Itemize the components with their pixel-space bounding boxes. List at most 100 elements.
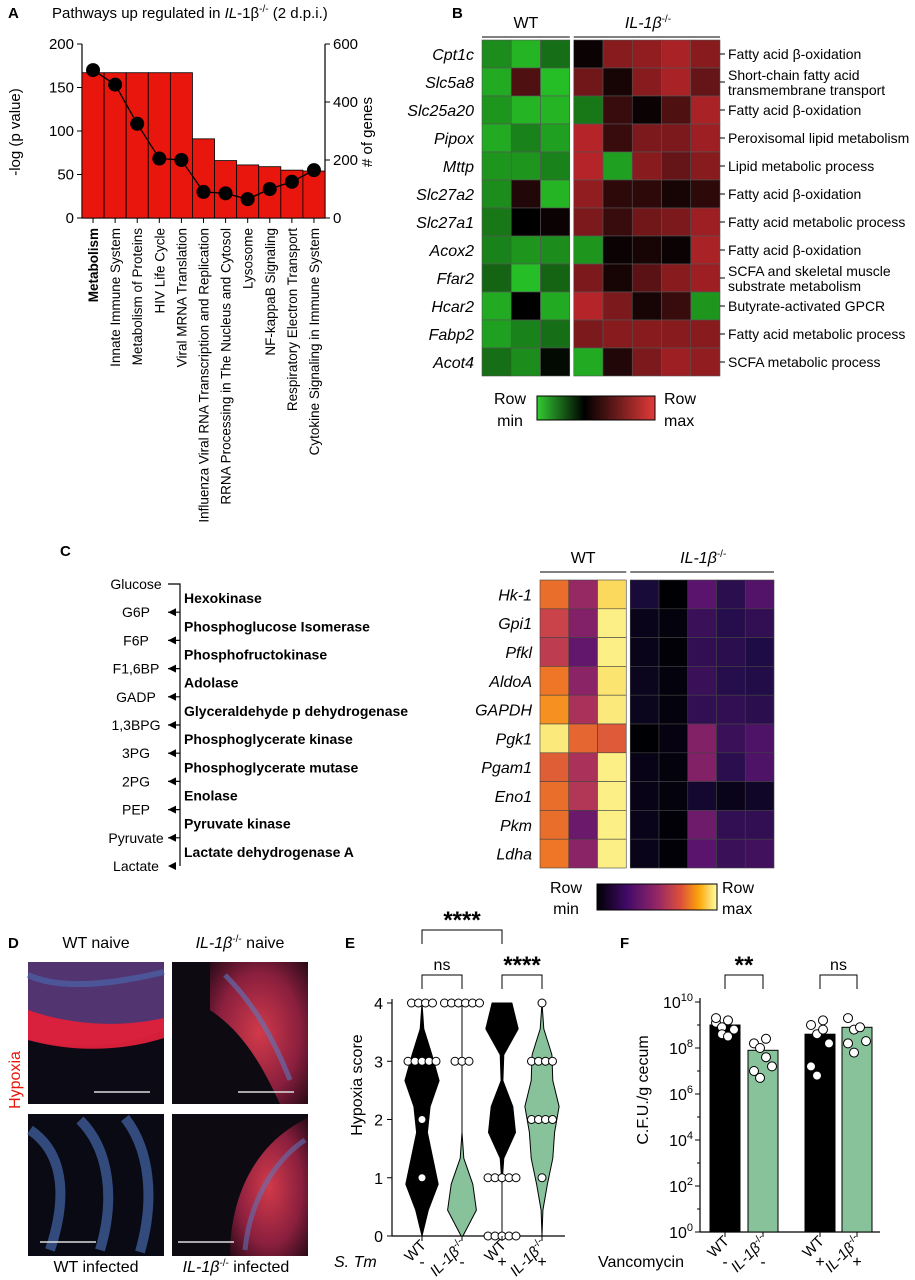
panel-c-heatmap-cell xyxy=(568,694,598,725)
micrograph-wt-naive xyxy=(26,962,165,1104)
panel-b-legend: Row min Row max xyxy=(494,391,696,430)
panel-c-metabolite: G6P xyxy=(122,604,150,620)
panel-f-point xyxy=(755,1043,765,1053)
panel-e-category-label: WT xyxy=(401,1237,430,1266)
panel-a-bar xyxy=(103,72,127,219)
panel-e-violin xyxy=(485,1002,519,1237)
panel-b-annotation: SCFA metabolic process xyxy=(728,354,881,370)
panel-d-label-ko-infected: IL-1β-/- infected xyxy=(183,1258,290,1276)
panel-b-heatmap-cell xyxy=(573,263,604,293)
panel-c-heatmap-cell xyxy=(568,637,598,667)
panel-a-bar xyxy=(125,72,149,219)
panel-c-heatmap-cell xyxy=(597,637,627,667)
panel-c-heatmap-cell xyxy=(568,723,598,754)
panel-c-metabolite: 1,3BPG xyxy=(111,717,160,733)
panel-c-heatmap-cell xyxy=(629,752,660,782)
panel-b-heatmap-cell xyxy=(661,319,692,349)
panel-a-bars xyxy=(81,72,326,223)
panel-b-heatmap-cell xyxy=(631,39,662,69)
panel-c: Glucose G6P F6P F1,6BP GADP 1,3BPG 3PG 2PG PEP Py… xyxy=(108,549,775,918)
panel-b-heatmap-cell xyxy=(602,347,633,377)
panel-b-heatmap-cell xyxy=(510,67,541,97)
panel-b-heatmap-cell xyxy=(573,347,604,377)
panel-e-points xyxy=(403,998,557,1241)
panel-c-heatmap-cell xyxy=(744,810,775,840)
panel-c-row-label: Pgk1 xyxy=(496,731,532,748)
panel-a-category-label: HIV Life Cycle xyxy=(152,228,167,314)
panel-b-annotation: Fatty acid metabolic process xyxy=(728,214,905,230)
panel-a-y2tick-label: 200 xyxy=(333,152,358,169)
panel-c-heatmap-cell xyxy=(597,694,627,725)
panel-c-pathway-step xyxy=(168,583,181,613)
panel-f-point xyxy=(843,1013,853,1024)
panel-b-heatmap-cell xyxy=(690,207,721,237)
panel-c-heatmap-cell xyxy=(597,666,627,696)
panel-e-point xyxy=(511,1173,521,1183)
panel-c-heatmap-cell xyxy=(539,608,570,638)
panel-b-legend-min-top: Row xyxy=(494,391,526,408)
panel-c-enzyme: Phosphoglycerate mutase xyxy=(184,759,358,775)
panel-b-heatmap-cell xyxy=(661,347,692,377)
panel-c-heatmap-cell xyxy=(539,810,570,840)
panel-b-heatmap-cell xyxy=(661,151,692,181)
panel-f-point xyxy=(849,1047,859,1058)
panel-b-heatmap-cell xyxy=(540,291,571,321)
panel-f-point xyxy=(723,1015,733,1026)
panel-c-heatmap-cell xyxy=(687,810,717,840)
panel-c-enzyme: Pyruvate kinase xyxy=(184,816,291,832)
panel-c-heatmap-cell xyxy=(539,838,570,869)
panel-b-heatmap-cell xyxy=(690,319,721,349)
panel-c-heatmap-cell xyxy=(597,781,627,811)
panel-b-heatmap-cell xyxy=(690,95,721,125)
panel-a-title: Pathways up regulated in IL-1β-/- (2 d.p… xyxy=(52,4,328,22)
panel-e-condition-value: + xyxy=(537,1254,546,1271)
panel-e-point xyxy=(417,1115,427,1124)
panel-b-annotation: Fatty acid β-oxidation xyxy=(728,242,861,258)
panel-f-condition-label: Vancomycin xyxy=(598,1254,684,1271)
panel-b-heatmap-cell xyxy=(481,95,512,125)
panel-d-label-wt-infected: WT infected xyxy=(53,1259,138,1276)
panel-b-heatmap-cell xyxy=(573,67,604,97)
panel-letter-e: E xyxy=(345,935,355,952)
panel-c-group-label-wt: WT xyxy=(571,550,596,567)
panel-b-heatmap-cell xyxy=(540,95,571,125)
panel-a: Pathways up regulated in IL-1β-/- (2 d.p… xyxy=(7,4,376,523)
panel-b-heatmap-cell xyxy=(540,235,571,265)
panel-c-heatmap-cell xyxy=(716,810,746,840)
panel-b-heatmap-cell xyxy=(510,347,541,377)
panel-c-heatmap xyxy=(539,579,775,869)
panel-b: WT IL-1β-/- Cpt1c Slc5a8 Slc25a20 Pipox Mttp S… xyxy=(407,14,909,430)
panel-c-heatmap-cell xyxy=(744,608,775,638)
panel-f-point xyxy=(755,1072,765,1083)
panel-c-heatmap-cell xyxy=(744,781,775,811)
panel-f-point xyxy=(843,1038,853,1049)
panel-e-condition-value: - xyxy=(419,1254,424,1271)
panel-e-point xyxy=(511,1231,521,1241)
panel-letter-d: D xyxy=(8,935,19,952)
panel-c-legend-max-bottom: max xyxy=(722,901,752,918)
panel-f-significance-bracket xyxy=(724,974,764,989)
panel-b-heatmap-cell xyxy=(540,67,571,97)
panel-c-heatmap-cell xyxy=(629,838,660,869)
panel-b-heatmap-cell xyxy=(540,207,571,237)
panel-b-heatmap-cell xyxy=(573,235,604,265)
panel-c-pathway-step xyxy=(168,837,181,866)
panel-c-heatmap-cell xyxy=(629,723,660,754)
panel-c-heatmap-cell xyxy=(629,810,660,840)
panel-c-heatmap-cell xyxy=(629,637,660,667)
panel-c-metabolite: Lactate xyxy=(113,858,159,874)
panel-c-group-headers: WT IL-1β-/- xyxy=(540,549,774,573)
panel-letter-f: F xyxy=(620,935,629,952)
panel-c-row-label: Hk-1 xyxy=(498,587,532,604)
panel-b-heatmap-cell xyxy=(540,347,571,377)
panel-b-heatmap-cell xyxy=(510,263,541,293)
panel-c-metabolite: GADP xyxy=(116,689,156,705)
panel-c-enzyme: Lactate dehydrogenase A xyxy=(184,844,354,860)
panel-b-heatmap-cell xyxy=(602,39,633,69)
panel-b-group-label-ko: IL-1β-/- xyxy=(625,14,671,32)
panel-e-significance-bracket xyxy=(501,974,543,989)
panel-b-heatmap-cell xyxy=(481,319,512,349)
panel-c-heatmap-cell xyxy=(658,579,689,610)
panel-a-gene-count-point xyxy=(108,77,123,92)
